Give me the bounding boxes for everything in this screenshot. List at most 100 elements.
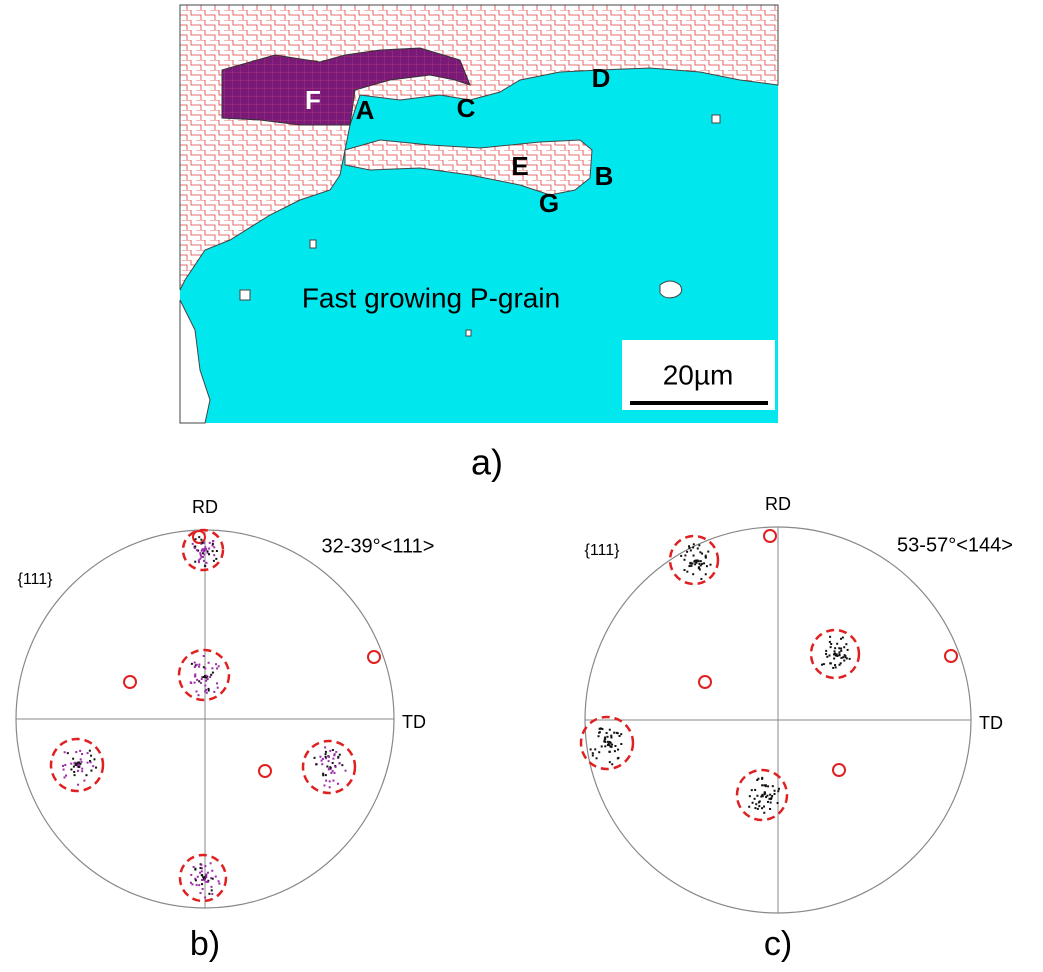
pole-point: [190, 681, 192, 683]
pole-point: [700, 578, 702, 580]
pole-point: [688, 565, 690, 567]
pole-point: [764, 793, 766, 795]
pole-point: [833, 658, 835, 660]
pole-point: [87, 762, 89, 764]
pole-point: [208, 553, 210, 555]
pole-point: [767, 785, 769, 787]
pole-point: [686, 571, 688, 573]
pole-point: [840, 638, 842, 640]
axis-label: RD: [765, 494, 791, 514]
pole-point: [826, 656, 828, 658]
pole-point: [592, 752, 594, 754]
pole-point: [205, 874, 207, 876]
pole-point: [825, 650, 827, 652]
pole-point: [201, 879, 203, 881]
pole-point: [830, 646, 832, 648]
pole-point: [610, 742, 612, 744]
pole-point: [76, 763, 78, 765]
pole-point: [688, 547, 690, 549]
reference-pole: [945, 650, 957, 662]
pole-point: [697, 559, 699, 561]
pole-point: [218, 883, 220, 885]
pole-point: [829, 636, 831, 638]
pole-point: [694, 563, 696, 565]
pole-point: [767, 801, 769, 803]
pole-point: [213, 546, 215, 548]
pole-point: [770, 802, 772, 804]
pole-point: [196, 690, 198, 692]
pole-point: [754, 807, 756, 809]
pole-point: [610, 736, 612, 738]
pole-point: [693, 543, 695, 545]
axis-label: RD: [192, 497, 218, 517]
pole-point: [697, 547, 699, 549]
pole-point: [601, 745, 603, 747]
pole-point: [703, 562, 705, 564]
pole-point: [210, 862, 212, 864]
pole-point: [604, 741, 606, 743]
pole-point: [705, 573, 707, 575]
pole-point: [707, 551, 709, 553]
pole-point: [201, 542, 203, 544]
pole-point: [196, 679, 198, 681]
pole-point: [70, 768, 72, 770]
pole-point: [208, 548, 210, 550]
pole-point: [95, 767, 97, 769]
map-label: E: [511, 151, 528, 181]
axis-label: TD: [402, 712, 426, 732]
pole-point: [208, 690, 210, 692]
map-label: C: [457, 93, 476, 123]
pole-point: [80, 758, 82, 760]
pole-point: [200, 539, 202, 541]
pole-point: [698, 563, 700, 565]
pole-point: [748, 806, 750, 808]
pole-point: [761, 777, 763, 779]
pole-point: [200, 864, 202, 866]
pole-point: [200, 682, 202, 684]
pole-point: [339, 754, 341, 756]
pole-point: [699, 568, 701, 570]
pole-point: [705, 557, 707, 559]
pole-point: [211, 870, 213, 872]
pole-point: [756, 795, 758, 797]
pole-point: [758, 801, 760, 803]
pole-point: [829, 654, 831, 656]
pole-figure: RDTD{111}32-39°<111>b): [16, 497, 434, 963]
pole-point: [341, 764, 343, 766]
pole-point: [215, 558, 217, 560]
reference-pole: [699, 676, 711, 688]
pole-point: [194, 869, 196, 871]
pole-point: [829, 641, 831, 643]
pole-point: [201, 870, 203, 872]
pole-point: [90, 761, 92, 763]
pole-point: [834, 647, 836, 649]
pole-point: [335, 751, 337, 753]
highlight-circle: [303, 741, 355, 793]
reference-pole: [764, 530, 776, 542]
pole-point: [844, 654, 846, 656]
pole-point: [323, 784, 325, 786]
pole-point: [766, 795, 768, 797]
pole-point: [81, 768, 83, 770]
pole-point: [840, 650, 842, 652]
pole-point: [204, 685, 206, 687]
pole-point: [690, 565, 692, 567]
pole-point: [196, 884, 198, 886]
pole-point: [85, 774, 87, 776]
pole-point: [614, 745, 616, 747]
pole-point: [324, 746, 326, 748]
axis-label: TD: [979, 713, 1003, 733]
scale-bar-label: 20µm: [663, 359, 734, 390]
pole-point: [208, 662, 210, 664]
pole-point: [201, 874, 203, 876]
pole-point: [333, 772, 335, 774]
pole-point: [199, 892, 201, 894]
pole-point: [607, 741, 609, 743]
pole-point: [329, 750, 331, 752]
pole-point: [694, 561, 696, 563]
pole-point: [329, 780, 331, 782]
pole-point: [207, 872, 209, 874]
pole-point: [332, 749, 334, 751]
pole-point: [204, 879, 206, 881]
pole-point: [600, 727, 602, 729]
